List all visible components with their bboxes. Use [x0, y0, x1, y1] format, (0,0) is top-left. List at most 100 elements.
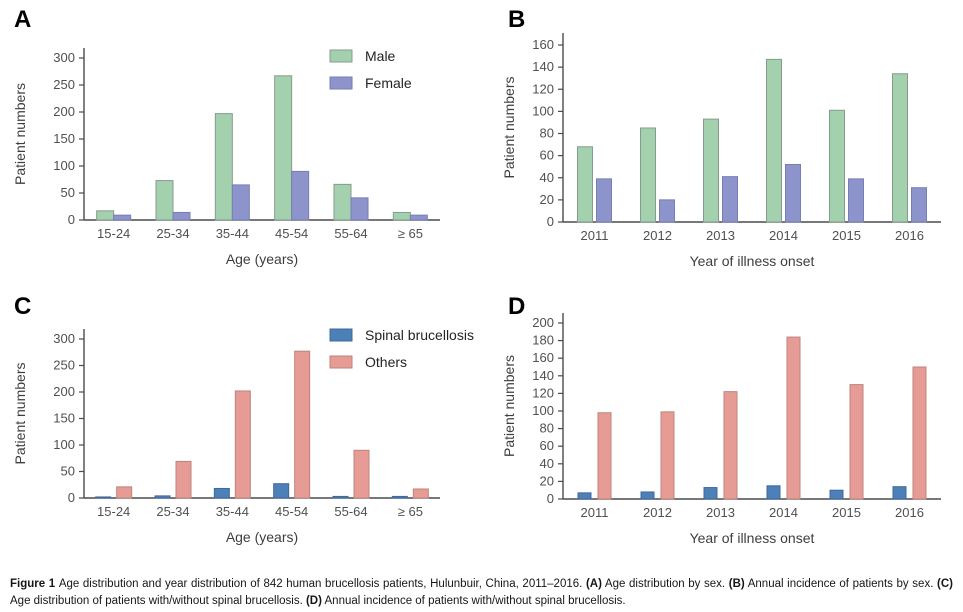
svg-text:200: 200 — [532, 315, 554, 330]
svg-text:2011: 2011 — [581, 505, 609, 520]
svg-text:0: 0 — [547, 491, 554, 506]
bar-male-2016 — [892, 73, 908, 223]
bar-male-2013 — [703, 118, 719, 223]
svg-text:2015: 2015 — [832, 505, 861, 520]
bar-male-15-24 — [96, 210, 115, 221]
caption-bold-segment: (D) — [305, 595, 322, 607]
svg-text:2016: 2016 — [895, 505, 924, 520]
bar-female-2011 — [596, 178, 612, 223]
svg-text:≥ 65: ≥ 65 — [398, 226, 423, 241]
svg-text:180: 180 — [532, 333, 554, 348]
caption-segment: Age distribution by sex. — [601, 578, 729, 590]
panels-grid: A 0 50 100 150 200 250 300 Patient numbers 15-24… — [0, 0, 941, 574]
svg-text:2016: 2016 — [895, 228, 924, 243]
svg-text:2012: 2012 — [643, 228, 672, 243]
chart-c-age-by-spinal: 0 50 100 150 200 250 300 Patient numbers 15-24 25… — [12, 327, 474, 545]
bar-others-55-64 — [353, 449, 370, 499]
bar-male-45-54 — [274, 75, 293, 221]
svg-text:250: 250 — [53, 77, 75, 92]
bar-others-2011 — [597, 412, 612, 500]
svg-text:60: 60 — [540, 438, 554, 453]
svg-text:300: 300 — [53, 331, 75, 346]
svg-text:2012: 2012 — [643, 505, 672, 520]
panel-label-d: D — [508, 293, 526, 320]
caption-bold-segment: (C) — [937, 578, 953, 590]
bar-others-15-24 — [116, 486, 133, 499]
svg-text:2013: 2013 — [706, 228, 735, 243]
svg-text:160: 160 — [532, 350, 554, 365]
bar-spinal-brucellosis-2015 — [829, 489, 844, 500]
svg-text:2011: 2011 — [581, 228, 609, 243]
svg-text:35-44: 35-44 — [216, 504, 249, 519]
bar-male-2015 — [829, 109, 845, 223]
svg-text:Patient numbers: Patient numbers — [12, 83, 28, 185]
bar-spinal-brucellosis-35-44 — [213, 487, 230, 499]
svg-text:15-24: 15-24 — [97, 504, 130, 519]
bar-spinal-brucellosis-2016 — [892, 486, 907, 500]
svg-text:40: 40 — [540, 170, 554, 185]
bar-female-2016 — [911, 187, 927, 223]
svg-text:120: 120 — [532, 81, 554, 96]
bar-spinal-brucellosis-2012 — [640, 491, 655, 500]
panel-label-b: B — [508, 6, 526, 33]
svg-text:Year of illness onset: Year of illness onset — [690, 530, 815, 546]
svg-text:0: 0 — [68, 212, 75, 227]
bar-spinal-brucellosis--65 — [391, 495, 408, 499]
panel-a: A 0 50 100 150 200 250 300 Patient numbers 15-24… — [0, 0, 481, 287]
legend-swatch-spinal-brucellosis — [329, 328, 353, 342]
caption-segment: Annual incidence of patients with/withou… — [321, 595, 626, 607]
caption-segment: Annual incidence of patients by sex. — [744, 578, 938, 590]
bar-others--65 — [412, 488, 429, 499]
bar-female--65 — [409, 214, 428, 221]
bar-spinal-brucellosis-25-34 — [154, 495, 171, 499]
legend-label-others: Others — [365, 354, 407, 370]
svg-text:140: 140 — [532, 59, 554, 74]
bar-male-35-44 — [214, 113, 233, 221]
svg-text:55-64: 55-64 — [334, 226, 367, 241]
svg-text:45-54: 45-54 — [275, 226, 308, 241]
svg-text:2014: 2014 — [769, 228, 798, 243]
bar-others-2013 — [723, 391, 738, 500]
svg-text:2014: 2014 — [769, 505, 798, 520]
chart-a-age-by-sex: 0 50 100 150 200 250 300 Patient numbers 15-24 25… — [12, 48, 440, 267]
bar-female-25-34 — [172, 211, 191, 221]
svg-text:15-24: 15-24 — [97, 226, 130, 241]
svg-text:45-54: 45-54 — [275, 504, 308, 519]
svg-text:100: 100 — [532, 103, 554, 118]
svg-text:Patient numbers: Patient numbers — [12, 363, 28, 465]
svg-text:50: 50 — [61, 185, 75, 200]
panel-c: C 0 50 100 150 200 250 300 Patient numbers 15-24… — [0, 287, 481, 574]
bar-others-45-54 — [294, 350, 311, 499]
svg-text:2013: 2013 — [706, 505, 735, 520]
chart-d-year-by-spinal: 0 20 40 60 80 100 120 140 160 180 200 Patient numbe… — [501, 313, 941, 546]
svg-text:0: 0 — [547, 214, 554, 229]
bar-female-15-24 — [113, 214, 132, 221]
bar-female-2013 — [722, 176, 738, 223]
svg-text:Year of illness onset: Year of illness onset — [690, 253, 815, 269]
bar-male-55-64 — [333, 183, 352, 221]
bar-spinal-brucellosis-45-54 — [273, 483, 290, 499]
bar-male-2014 — [766, 58, 782, 223]
caption-bold-segment: Figure 1 — [10, 578, 59, 590]
svg-text:25-34: 25-34 — [156, 504, 189, 519]
bar-female-35-44 — [231, 184, 250, 221]
svg-text:150: 150 — [53, 411, 75, 426]
svg-text:100: 100 — [53, 437, 75, 452]
bar-spinal-brucellosis-2013 — [703, 487, 718, 500]
svg-text:80: 80 — [540, 421, 554, 436]
svg-text:Age (years): Age (years) — [226, 251, 298, 267]
svg-text:Patient numbers: Patient numbers — [501, 77, 517, 179]
chart-b-year-by-sex: 0 20 40 60 80 100 120 140 160 Patient numbers 2011… — [501, 33, 941, 269]
panel-label-c: C — [14, 293, 32, 320]
bar-others-2012 — [660, 411, 675, 500]
svg-text:300: 300 — [53, 50, 75, 65]
bar-female-2012 — [659, 199, 675, 223]
bar-male-2011 — [577, 146, 593, 223]
svg-text:2015: 2015 — [832, 228, 861, 243]
svg-text:Patient numbers: Patient numbers — [501, 355, 517, 457]
svg-text:200: 200 — [53, 104, 75, 119]
bar-spinal-brucellosis-15-24 — [95, 496, 112, 499]
bar-others-2016 — [912, 366, 927, 500]
bar-spinal-brucellosis-2011 — [577, 492, 592, 500]
